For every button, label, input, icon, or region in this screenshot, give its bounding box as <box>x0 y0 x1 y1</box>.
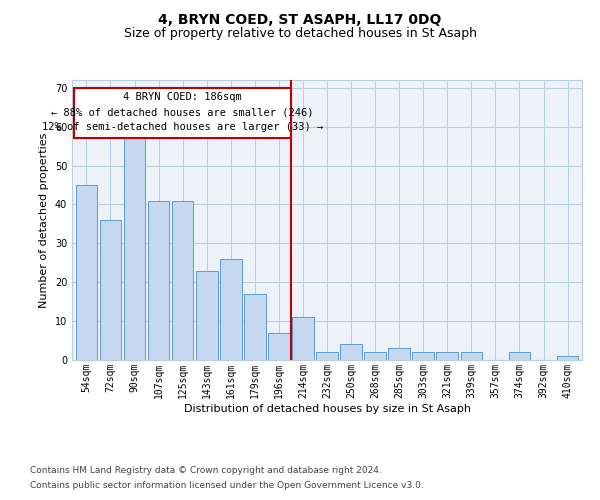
Bar <box>220 259 242 360</box>
Text: ← 88% of detached houses are smaller (246): ← 88% of detached houses are smaller (24… <box>52 107 314 117</box>
Text: 4 BRYN COED: 186sqm: 4 BRYN COED: 186sqm <box>123 92 242 102</box>
Bar <box>292 317 314 360</box>
Bar <box>316 352 338 360</box>
Bar <box>364 352 386 360</box>
Bar <box>461 352 482 360</box>
Text: Contains public sector information licensed under the Open Government Licence v3: Contains public sector information licen… <box>30 481 424 490</box>
Bar <box>124 134 145 360</box>
Bar <box>172 200 193 360</box>
X-axis label: Distribution of detached houses by size in St Asaph: Distribution of detached houses by size … <box>184 404 470 413</box>
Text: 12% of semi-detached houses are larger (33) →: 12% of semi-detached houses are larger (… <box>42 122 323 132</box>
Text: Contains HM Land Registry data © Crown copyright and database right 2024.: Contains HM Land Registry data © Crown c… <box>30 466 382 475</box>
Bar <box>388 348 410 360</box>
Bar <box>412 352 434 360</box>
Y-axis label: Number of detached properties: Number of detached properties <box>39 132 49 308</box>
Bar <box>340 344 362 360</box>
Text: Size of property relative to detached houses in St Asaph: Size of property relative to detached ho… <box>124 28 476 40</box>
Bar <box>557 356 578 360</box>
Bar <box>196 270 218 360</box>
Bar <box>244 294 266 360</box>
Text: 4, BRYN COED, ST ASAPH, LL17 0DQ: 4, BRYN COED, ST ASAPH, LL17 0DQ <box>158 12 442 26</box>
Bar <box>76 185 97 360</box>
Bar <box>148 200 169 360</box>
Bar <box>509 352 530 360</box>
Bar <box>268 333 290 360</box>
Bar <box>436 352 458 360</box>
Bar <box>100 220 121 360</box>
